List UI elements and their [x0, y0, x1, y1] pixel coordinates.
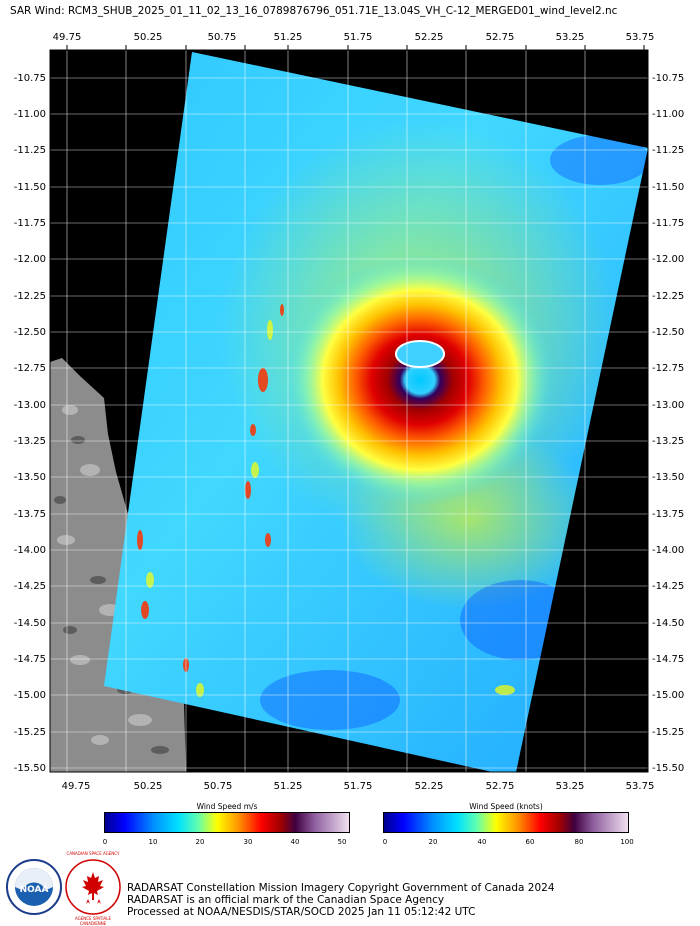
maple-leaf-icon — [82, 872, 104, 900]
colorbar-knots — [383, 812, 629, 833]
colorbar-ms-tick: 0 — [102, 838, 108, 846]
lon-tick-bottom: 50.25 — [134, 781, 163, 792]
colorbar-ms-tick: 10 — [148, 838, 158, 846]
lon-tick-top: 53.25 — [556, 32, 585, 43]
lat-tick-left: -13.50 — [14, 472, 46, 483]
lat-tick-left: -12.50 — [14, 327, 46, 338]
lon-tick-bottom: 52.75 — [486, 781, 515, 792]
lat-tick-right: -12.25 — [652, 291, 684, 302]
lat-tick-left: -15.25 — [14, 727, 46, 738]
lat-tick-left: -12.75 — [14, 363, 46, 374]
lat-tick-right: -12.75 — [652, 363, 684, 374]
lat-tick-right: -12.50 — [652, 327, 684, 338]
lat-tick-right: -11.50 — [652, 182, 684, 193]
colorbar-ms-tick: 20 — [195, 838, 205, 846]
colorbar-knots-tick: 0 — [382, 838, 388, 846]
lon-tick-bottom: 53.75 — [626, 781, 655, 792]
lon-tick-bottom: 51.75 — [344, 781, 373, 792]
colorbar-ms-tick: 50 — [337, 838, 347, 846]
lon-tick-top: 50.75 — [208, 32, 237, 43]
colorbar-ms — [104, 812, 350, 833]
lat-tick-right: -13.00 — [652, 400, 684, 411]
lat-tick-right: -11.25 — [652, 145, 684, 156]
lat-tick-right: -11.75 — [652, 218, 684, 229]
wind-map: 49.75 50.25 50.75 51.25 51.75 52.25 52.7… — [14, 32, 685, 792]
lat-tick-right: -13.75 — [652, 509, 684, 520]
lat-tick-left: -12.25 — [14, 291, 46, 302]
lat-tick-left: -14.25 — [14, 581, 46, 592]
lat-tick-left: -14.50 — [14, 618, 46, 629]
lat-tick-right: -13.25 — [652, 436, 684, 447]
lon-tick-bottom: 51.25 — [274, 781, 303, 792]
lon-tick-bottom: 52.25 — [415, 781, 444, 792]
svg-text:NOAA: NOAA — [20, 885, 49, 895]
lat-tick-right: -15.25 — [652, 727, 684, 738]
noaa-logo: NOAA — [6, 859, 62, 915]
graticule — [50, 50, 648, 772]
credit-line-2: RADARSAT is an official mark of the Cana… — [127, 894, 445, 906]
colorbar-knots-tick: 40 — [477, 838, 487, 846]
lat-tick-left: -14.00 — [14, 545, 46, 556]
lat-tick-left: -13.25 — [14, 436, 46, 447]
lat-tick-right: -15.50 — [652, 763, 684, 774]
lat-tick-right: -14.00 — [652, 545, 684, 556]
lat-tick-right: -14.25 — [652, 581, 684, 592]
lat-tick-right: -13.50 — [652, 472, 684, 483]
map-frame — [49, 49, 649, 773]
lat-tick-left: -13.00 — [14, 400, 46, 411]
lon-tick-top: 51.25 — [274, 32, 303, 43]
lat-tick-right: -15.00 — [652, 690, 684, 701]
colorbar-knots-tick: 80 — [574, 838, 584, 846]
csa-logo-bottom-text: AGENCE SPATIALE CANADIENNE — [74, 916, 112, 926]
csa-logo — [65, 859, 121, 915]
lon-tick-top: 51.75 — [344, 32, 373, 43]
lat-tick-left: -10.75 — [14, 73, 46, 84]
lat-tick-left: -11.75 — [14, 218, 46, 229]
lat-tick-left: -11.50 — [14, 182, 46, 193]
lon-tick-top: 53.75 — [626, 32, 655, 43]
lat-tick-left: -12.00 — [14, 254, 46, 265]
lat-tick-right: -10.75 — [652, 73, 684, 84]
colorbar-ms-tick: 30 — [243, 838, 253, 846]
lat-tick-right: -14.75 — [652, 654, 684, 665]
credit-line-3: Processed at NOAA/NESDIS/STAR/SOCD 2025 … — [127, 906, 476, 918]
lon-tick-top: 50.25 — [134, 32, 163, 43]
colorbar-knots-tick: 20 — [428, 838, 438, 846]
lat-tick-right: -11.00 — [652, 109, 684, 120]
lat-tick-left: -14.75 — [14, 654, 46, 665]
lon-tick-top: 52.75 — [486, 32, 515, 43]
colorbar-knots-tick: 100 — [620, 838, 634, 846]
colorbar-ms-title: Wind Speed m/s — [196, 802, 258, 811]
image-title: SAR Wind: RCM3_SHUB_2025_01_11_02_13_16_… — [10, 5, 618, 17]
storm-eye — [395, 340, 445, 368]
lat-tick-left: -11.25 — [14, 145, 46, 156]
storm-eyewall — [285, 255, 555, 505]
lat-tick-right: -14.50 — [652, 618, 684, 629]
lon-tick-bottom: 50.75 — [204, 781, 233, 792]
lat-tick-left: -15.00 — [14, 690, 46, 701]
lat-tick-left: -13.75 — [14, 509, 46, 520]
lon-tick-bottom: 49.75 — [62, 781, 91, 792]
lon-tick-top: 49.75 — [53, 32, 82, 43]
colorbar-ms-tick: 40 — [290, 838, 300, 846]
lat-tick-right: -12.00 — [652, 254, 684, 265]
credit-line-1: RADARSAT Constellation Mission Imagery C… — [127, 882, 555, 894]
lat-tick-left: -15.50 — [14, 763, 46, 774]
csa-logo-top-text: CANADIAN SPACE AGENCY — [66, 851, 120, 856]
lon-tick-top: 52.25 — [415, 32, 444, 43]
colorbar-knots-tick: 60 — [525, 838, 535, 846]
lon-tick-bottom: 53.25 — [556, 781, 585, 792]
lat-tick-left: -11.00 — [14, 109, 46, 120]
colorbar-knots-title: Wind Speed (knots) — [469, 802, 543, 811]
